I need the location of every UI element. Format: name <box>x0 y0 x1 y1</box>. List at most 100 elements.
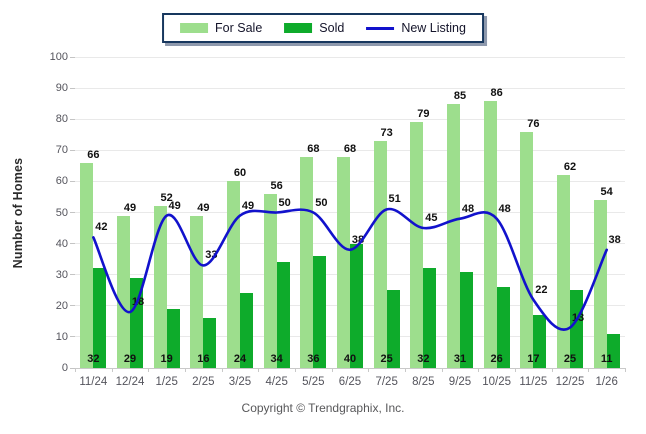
y-axis-tick-label: 60 <box>55 175 68 188</box>
sold-bar <box>496 287 510 368</box>
for-sale-bar <box>153 206 167 368</box>
y-axis-title: Number of Homes <box>11 157 25 269</box>
new-listing-line <box>92 207 608 331</box>
for-sale-value-label: 49 <box>123 201 137 214</box>
x-axis-tick <box>551 368 553 372</box>
sold-bar <box>93 268 107 368</box>
for-sale-bar <box>373 140 387 368</box>
for-sale-value-label: 76 <box>527 117 540 130</box>
for-sale-value-label: 52 <box>160 192 173 205</box>
new-listing-value-label: 51 <box>388 193 401 206</box>
y-axis-tick-label: 50 <box>55 206 68 219</box>
sold-bar <box>240 293 253 368</box>
x-axis-label: 10/25 <box>482 376 512 388</box>
sold-value-label: 25 <box>380 353 393 365</box>
x-axis-tick <box>331 368 333 372</box>
sold-swatch-icon <box>284 23 313 33</box>
gridline <box>75 367 625 369</box>
y-axis-tick <box>70 336 75 338</box>
sold-bar <box>276 262 290 368</box>
for-sale-value-label: 54 <box>600 186 613 199</box>
for-sale-bar <box>337 156 350 368</box>
sold-value-label: 17 <box>527 353 540 365</box>
sold-bar <box>313 256 327 368</box>
for-sale-value-label: 86 <box>490 86 503 99</box>
for-sale-value-label: 73 <box>380 126 393 139</box>
sold-bar <box>570 290 583 368</box>
y-axis-tick <box>70 212 75 213</box>
x-axis-label: 5/25 <box>302 376 325 388</box>
for-sale-value-label: 85 <box>453 89 467 102</box>
x-axis-label: 1/25 <box>155 376 178 388</box>
sold-value-label: 34 <box>270 353 283 365</box>
y-axis-tick-label: 30 <box>55 268 68 281</box>
new-listing-value-label: 45 <box>425 212 438 225</box>
x-axis-tick <box>478 368 480 372</box>
for-sale-bar <box>263 193 277 368</box>
x-axis-label: 3/25 <box>228 376 252 388</box>
legend-label-for-sale: For Sale <box>215 21 263 35</box>
sold-bar <box>606 333 620 368</box>
x-axis-label: 8/25 <box>412 376 435 388</box>
y-axis-tick <box>70 367 75 369</box>
gridline <box>75 149 625 151</box>
copyright-text: Copyright © Trendgraphix, Inc. <box>241 401 405 415</box>
legend-label-new-listing: New Listing <box>401 21 466 35</box>
sold-value-label: 11 <box>600 353 613 365</box>
x-axis-tick <box>148 368 150 372</box>
new-listing-value-label: 42 <box>95 221 108 234</box>
x-axis-tick <box>258 368 260 372</box>
for-sale-bar <box>520 131 534 368</box>
x-axis-label: 11/24 <box>79 376 108 388</box>
legend-item-for-sale: For Sale <box>180 21 262 35</box>
x-axis-label: 4/25 <box>265 376 288 388</box>
for-sale-value-label: 60 <box>233 167 247 180</box>
y-axis-tick <box>70 243 75 245</box>
y-axis-tick-label: 40 <box>55 237 68 250</box>
y-axis-tick <box>70 87 75 89</box>
y-axis-tick <box>70 149 75 151</box>
for-sale-bar <box>593 200 607 368</box>
sold-value-label: 26 <box>490 353 503 365</box>
legend-item-sold: Sold <box>284 21 344 35</box>
sold-bar <box>423 268 437 368</box>
gridline <box>75 56 625 58</box>
x-axis-label: 7/25 <box>375 376 398 388</box>
x-axis-tick <box>625 368 626 372</box>
sold-value-label: 19 <box>160 353 173 365</box>
sold-value-label: 40 <box>343 353 357 365</box>
x-axis-tick <box>75 368 76 372</box>
sold-value-label: 16 <box>197 353 210 365</box>
new-listing-value-label: 49 <box>241 199 255 212</box>
gridline <box>75 180 625 182</box>
for-sale-bar <box>447 103 460 368</box>
new-listing-value-label: 48 <box>498 202 511 215</box>
x-axis-tick <box>295 368 296 372</box>
for-sale-value-label: 68 <box>307 142 320 155</box>
sold-bar <box>130 277 143 368</box>
gridline <box>75 87 625 89</box>
for-sale-value-label: 49 <box>197 201 210 214</box>
y-axis-tick-label: 10 <box>55 330 68 343</box>
sold-bar <box>166 308 180 368</box>
legend: For Sale Sold New Listing <box>162 13 484 43</box>
sold-value-label: 25 <box>563 353 577 365</box>
sold-value-label: 24 <box>233 353 247 365</box>
sold-bar <box>533 315 547 368</box>
y-axis-tick-label: 0 <box>61 362 68 374</box>
y-axis-tick-label: 90 <box>55 82 68 95</box>
for-sale-swatch-icon <box>180 23 209 33</box>
for-sale-value-label: 66 <box>87 148 100 161</box>
x-axis-label: 6/25 <box>338 376 362 388</box>
y-axis-tick-label: 70 <box>55 144 68 157</box>
sold-bar <box>203 318 217 368</box>
sold-value-label: 29 <box>123 353 137 365</box>
x-axis-tick <box>111 368 113 372</box>
y-axis-tick <box>70 118 75 120</box>
for-sale-bar <box>117 215 130 368</box>
x-axis-tick <box>221 368 223 372</box>
sold-value-label: 36 <box>307 353 320 365</box>
x-axis-label: 9/25 <box>448 376 472 388</box>
for-sale-value-label: 56 <box>270 179 283 192</box>
